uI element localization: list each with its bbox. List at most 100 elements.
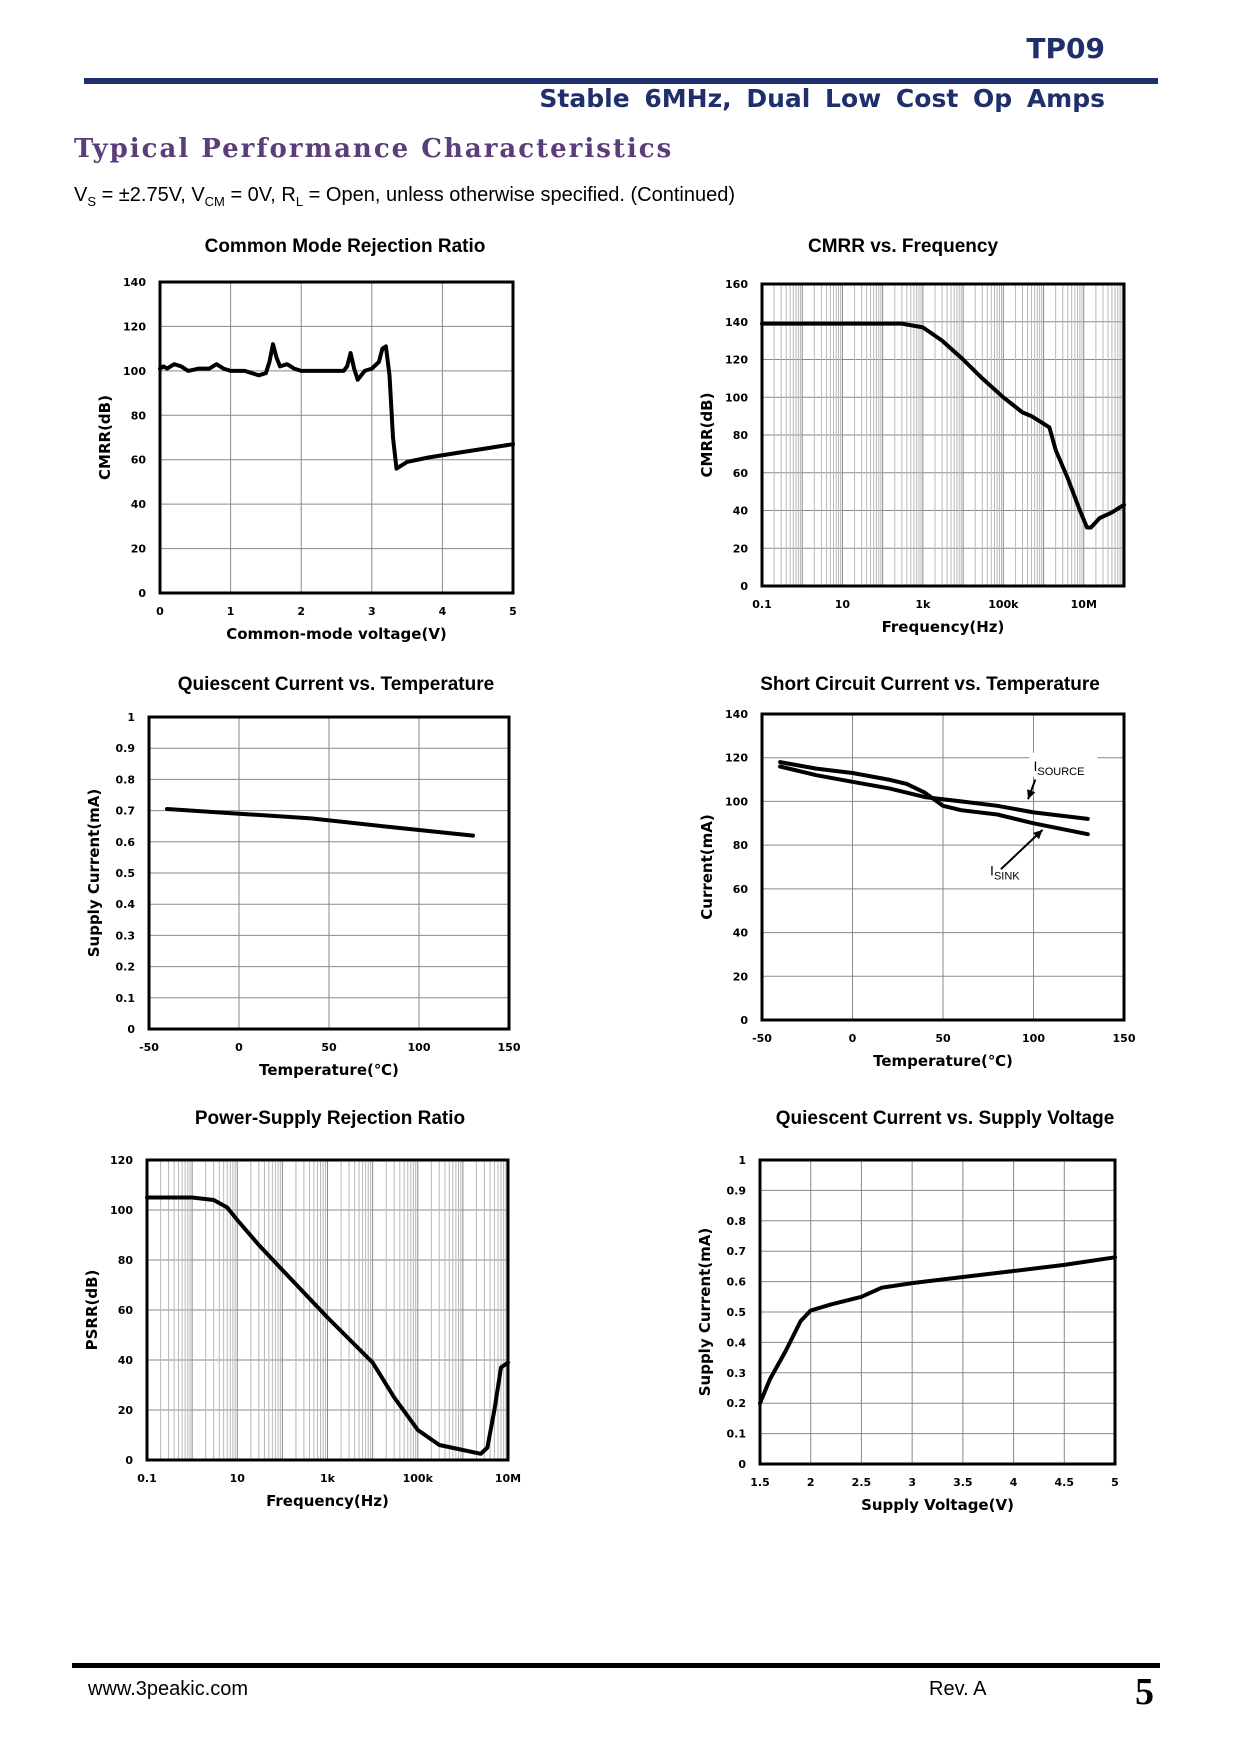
x-tick-label: 2 [807, 1476, 815, 1489]
y-tick-label: 0 [125, 1454, 133, 1467]
y-tick-label: 0.1 [727, 1428, 747, 1441]
y-tick-label: 0.4 [116, 898, 136, 911]
series-line-supply-current [165, 807, 475, 838]
x-tick-label: 150 [1113, 1032, 1136, 1045]
y-tick-label: 0.7 [116, 805, 136, 818]
x-tick-label: 0 [156, 605, 164, 618]
chart-title: CMRR vs. Frequency [808, 236, 998, 257]
y-tick-label: 20 [131, 543, 147, 556]
x-tick-label: 3.5 [953, 1476, 973, 1489]
x-axis-label: Frequency(Hz) [266, 1492, 389, 1510]
page-number: 5 [1135, 1671, 1154, 1713]
y-tick-label: 0.9 [116, 742, 136, 755]
x-axis-label: Supply Voltage(V) [861, 1496, 1014, 1514]
x-axis-label: Common-mode voltage(V) [226, 625, 447, 643]
y-tick-label: 0.7 [727, 1245, 747, 1258]
series-line-cmrr [158, 342, 515, 471]
y-tick-label: 100 [725, 795, 748, 808]
y-tick-label: 140 [725, 316, 748, 329]
test-conditions: VS = ±2.75V, VCM = 0V, RL = Open, unless… [74, 184, 736, 209]
x-tick-label: 10 [835, 598, 851, 611]
series-line-isink [778, 760, 1090, 837]
x-tick-label: 100k [988, 598, 1019, 611]
x-tick-label: 1k [915, 598, 931, 611]
y-tick-label: 80 [733, 429, 749, 442]
x-tick-label: 1 [227, 605, 235, 618]
y-tick-label: 0.1 [116, 992, 136, 1005]
y-tick-label: 0.3 [727, 1367, 747, 1380]
y-tick-label: 0.5 [727, 1306, 747, 1319]
y-tick-label: 1 [127, 711, 135, 724]
x-axis-label: Frequency(Hz) [882, 618, 1005, 636]
arrow-isink [1000, 829, 1044, 870]
y-axis-label: CMRR(dB) [698, 393, 716, 478]
footer-rule [72, 1663, 1160, 1668]
x-tick-label: 5 [1111, 1476, 1119, 1489]
series-line-cmrr [760, 321, 1126, 530]
plot-frame [147, 715, 511, 1031]
x-tick-label: 4 [1010, 1476, 1018, 1489]
y-tick-label: 20 [118, 1404, 134, 1417]
y-tick-label: 140 [725, 708, 748, 721]
y-tick-label: 0.2 [116, 961, 136, 974]
x-tick-label: 5 [509, 605, 517, 618]
y-tick-label: 40 [131, 498, 147, 511]
x-tick-label: 2 [297, 605, 305, 618]
y-tick-label: 0 [127, 1023, 135, 1036]
x-tick-label: 10 [230, 1472, 246, 1485]
chart-1: Common Mode Rejection Ratio0204060801001… [96, 236, 517, 643]
y-tick-label: 80 [733, 839, 749, 852]
x-tick-label: 150 [498, 1041, 521, 1054]
y-axis-label: Supply Current(mA) [85, 789, 103, 958]
footer-website[interactable]: www.3peakic.com [88, 1678, 249, 1700]
series-line-supply-current [758, 1255, 1117, 1406]
y-tick-label: 0.8 [727, 1215, 747, 1228]
x-tick-label: 2.5 [852, 1476, 872, 1489]
y-tick-label: 40 [118, 1354, 134, 1367]
x-tick-label: 4 [439, 605, 447, 618]
chart-2: CMRR vs. Frequency 0 20 40 60 80 100 120 140 160 0… [698, 236, 1126, 636]
x-tick-label: 0 [235, 1041, 243, 1054]
y-tick-label: 0.6 [116, 836, 136, 849]
y-tick-label: 0 [738, 1458, 746, 1471]
chart-5: Power-Supply Rejection Ratio020406080100… [83, 1108, 521, 1510]
y-tick-label: 0.6 [727, 1276, 747, 1289]
x-tick-label: 10M [1071, 598, 1097, 611]
arrow-isink-head [1033, 829, 1043, 840]
y-tick-label: 20 [733, 542, 749, 555]
y-tick-label: 60 [131, 454, 147, 467]
y-axis-label: CMRR(dB) [96, 395, 114, 480]
plot-frame [760, 282, 1126, 588]
y-tick-label: 160 [725, 278, 748, 291]
y-tick-label: 120 [725, 752, 748, 765]
y-tick-label: 0 [138, 587, 146, 600]
y-tick-label: 0 [740, 580, 748, 593]
x-tick-label: 100 [408, 1041, 431, 1054]
y-tick-label: 0.9 [727, 1184, 747, 1197]
y-tick-label: 20 [733, 970, 749, 983]
x-tick-label: 0.1 [137, 1472, 157, 1485]
x-tick-label: 1k [320, 1472, 336, 1485]
x-tick-label: 10M [495, 1472, 521, 1485]
chart-title: Power-Supply Rejection Ratio [195, 1108, 465, 1129]
y-tick-label: 0 [740, 1014, 748, 1027]
chart-title: Quiescent Current vs. Temperature [178, 674, 494, 695]
x-tick-label: -50 [752, 1032, 772, 1045]
y-tick-label: 0.8 [116, 773, 136, 786]
plot-frame [158, 280, 515, 595]
y-tick-label: 0.4 [727, 1336, 747, 1349]
x-axis-label: Temperature(℃) [873, 1052, 1013, 1070]
document-subtitle: Stable 6MHz, Dual Low Cost Op Amps [539, 84, 1105, 113]
y-tick-label: 80 [131, 409, 147, 422]
x-axis-label: Temperature(℃) [259, 1061, 399, 1079]
section-title: Typical Performance Characteristics [74, 134, 674, 164]
part-number: TP09 [1026, 32, 1105, 65]
x-tick-label: 50 [935, 1032, 951, 1045]
plot-frame [145, 1158, 510, 1462]
chart-3: Quiescent Current vs. Temperature 0 0.1 0.2… [85, 674, 521, 1079]
x-tick-label: 1.5 [750, 1476, 770, 1489]
y-tick-label: 1 [738, 1154, 746, 1167]
y-tick-label: 0.3 [116, 929, 136, 942]
x-tick-label: 50 [321, 1041, 337, 1054]
y-tick-label: 100 [123, 365, 146, 378]
